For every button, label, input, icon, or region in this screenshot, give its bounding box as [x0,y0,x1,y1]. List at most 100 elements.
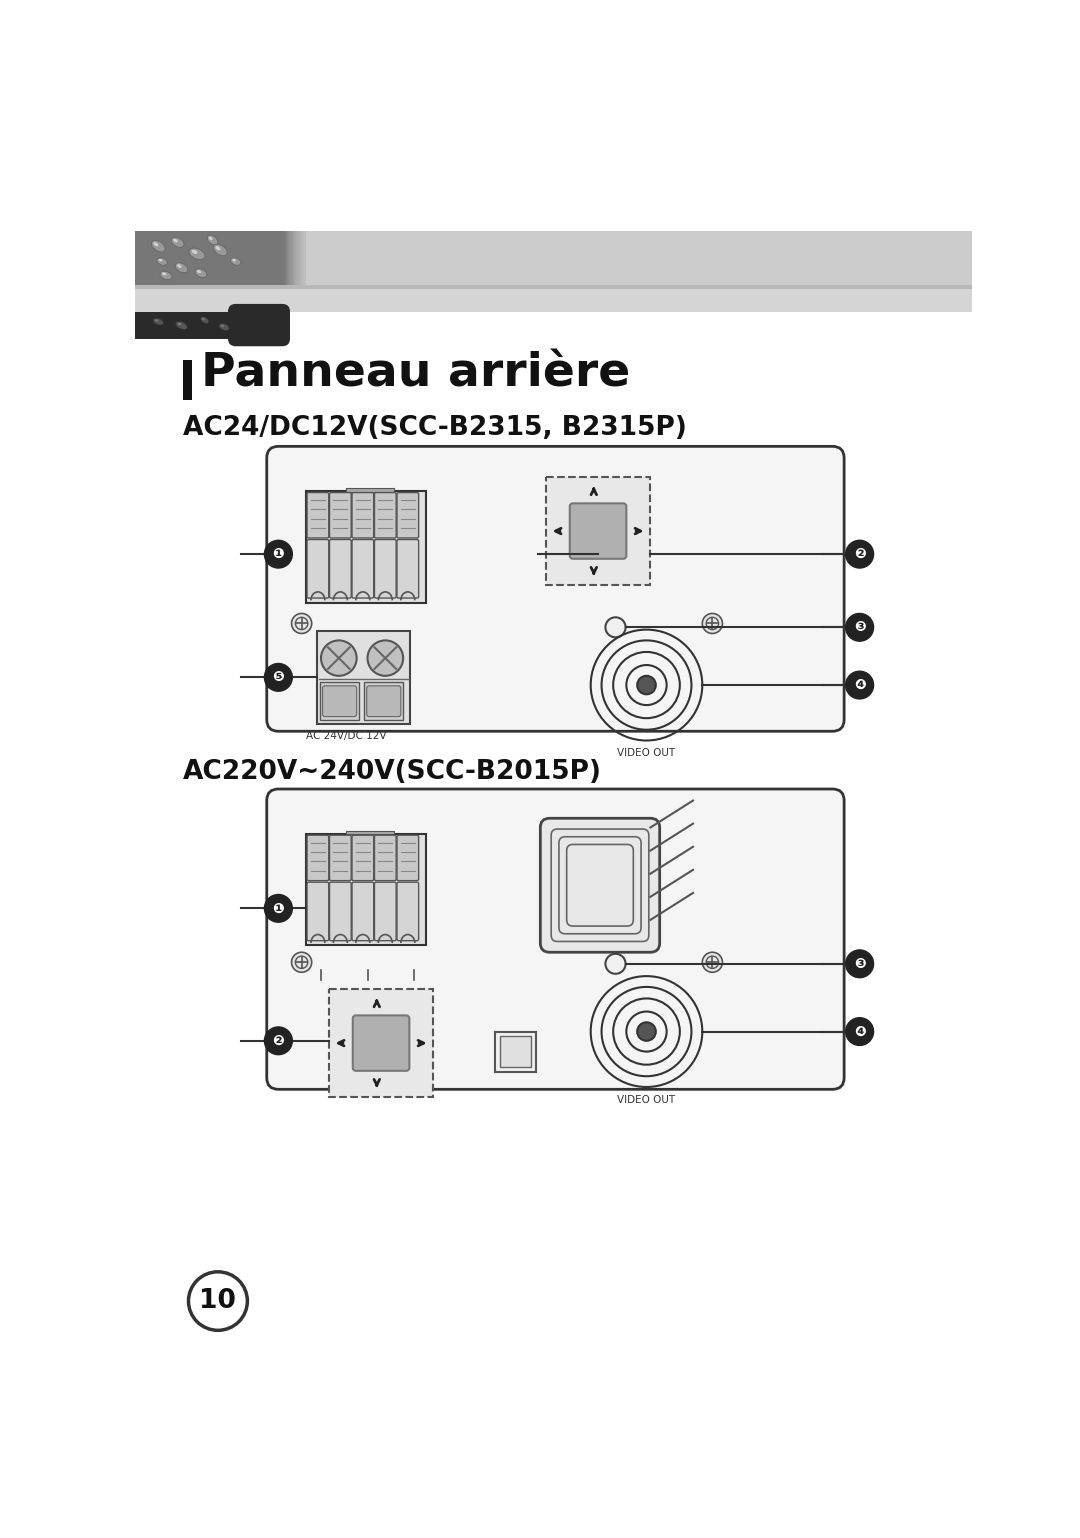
Circle shape [702,614,723,634]
Bar [500,1037,531,1067]
Text: 3 : 5V_OUT: 3 : 5V_OUT [431,532,485,543]
Bar [303,231,306,285]
Ellipse shape [208,237,213,240]
Bar [286,231,288,285]
Ellipse shape [219,323,229,331]
Circle shape [846,671,874,698]
Text: 2 : GND: 2 : GND [431,858,470,869]
FancyBboxPatch shape [267,446,845,731]
FancyBboxPatch shape [307,540,328,598]
Text: 1  2  3  4: 1 2 3 4 [346,478,392,489]
Bar [299,231,302,285]
FancyBboxPatch shape [329,835,351,881]
Bar [301,231,303,285]
Circle shape [846,614,874,641]
Text: DATA+ DATA-: DATA+ DATA- [318,620,381,629]
Bar [314,231,318,285]
Ellipse shape [195,269,206,277]
FancyBboxPatch shape [397,835,419,881]
Ellipse shape [156,320,158,321]
Bar [310,231,312,285]
Text: ❸: ❸ [854,620,865,634]
FancyBboxPatch shape [353,1015,409,1070]
FancyBboxPatch shape [375,883,396,941]
Bar [302,231,305,285]
Bar [316,231,319,285]
Bar [305,231,307,285]
Text: ❷: ❷ [854,548,865,561]
FancyBboxPatch shape [352,883,374,941]
Bar [297,231,299,285]
Text: PWR: PWR [630,623,652,632]
Circle shape [606,954,625,974]
Text: DATA+ DATA-: DATA+ DATA- [307,974,372,984]
Bar [288,231,291,285]
FancyBboxPatch shape [367,686,401,717]
FancyBboxPatch shape [375,540,396,598]
Bar [291,231,293,285]
FancyBboxPatch shape [307,883,328,941]
Text: 4 : DAY/: 4 : DAY/ [431,892,469,903]
FancyBboxPatch shape [329,492,351,538]
Circle shape [265,1027,293,1055]
FancyBboxPatch shape [540,818,660,952]
Bar [308,231,310,285]
Text: RS-485: RS-485 [307,821,345,832]
Circle shape [606,617,625,637]
Text: ❶: ❶ [272,901,284,915]
Circle shape [265,663,293,691]
FancyBboxPatch shape [570,503,626,558]
Text: AC24/DC12V(SCC-B2315, B2315P): AC24/DC12V(SCC-B2315, B2315P) [183,415,687,441]
FancyBboxPatch shape [397,540,419,598]
Circle shape [265,540,293,568]
Bar [135,289,972,312]
FancyBboxPatch shape [329,883,351,941]
Ellipse shape [189,248,205,260]
Bar [135,231,972,285]
FancyBboxPatch shape [323,686,356,717]
Bar [282,231,284,285]
Text: 4 : DAY/: 4 : DAY/ [431,549,469,560]
FancyBboxPatch shape [329,540,351,598]
Text: 3 : 5V_OUT: 3 : 5V_OUT [431,875,485,886]
Ellipse shape [151,240,165,252]
Bar [306,491,426,603]
Bar [313,231,316,285]
Text: 1 : ALARM OUT: 1 : ALARM OUT [431,498,504,509]
Ellipse shape [221,325,224,326]
Ellipse shape [202,318,204,320]
Bar [135,312,259,338]
Bar [545,477,650,584]
Bar [346,831,394,835]
Text: ❹: ❹ [854,678,865,692]
FancyBboxPatch shape [397,492,419,538]
Text: AC220V~240V(SCC-B2015P): AC220V~240V(SCC-B2015P) [183,760,602,786]
Circle shape [846,1018,874,1046]
Ellipse shape [160,271,172,280]
FancyBboxPatch shape [375,835,396,881]
Text: ❶: ❶ [272,548,284,561]
Ellipse shape [173,238,178,243]
Circle shape [265,895,293,923]
Ellipse shape [178,323,181,326]
Bar [318,631,410,723]
Text: Panneau arrière: Panneau arrière [201,351,630,397]
Bar [294,231,296,285]
Circle shape [292,614,312,634]
Bar [292,231,294,285]
FancyBboxPatch shape [352,540,374,598]
Ellipse shape [197,271,201,274]
Text: VIDEO OUT: VIDEO OUT [617,1095,675,1104]
Bar [183,360,191,400]
FancyBboxPatch shape [267,789,845,1089]
FancyBboxPatch shape [228,305,291,346]
Text: 10: 10 [200,1287,237,1313]
Bar [312,231,314,285]
Ellipse shape [177,265,181,268]
Text: SET UP: SET UP [362,992,397,1001]
Ellipse shape [232,258,235,261]
Text: 1  2  3  4: 1 2 3 4 [346,821,392,832]
Bar [364,681,403,720]
Text: 2 : GND: 2 : GND [431,515,470,526]
FancyBboxPatch shape [352,492,374,538]
